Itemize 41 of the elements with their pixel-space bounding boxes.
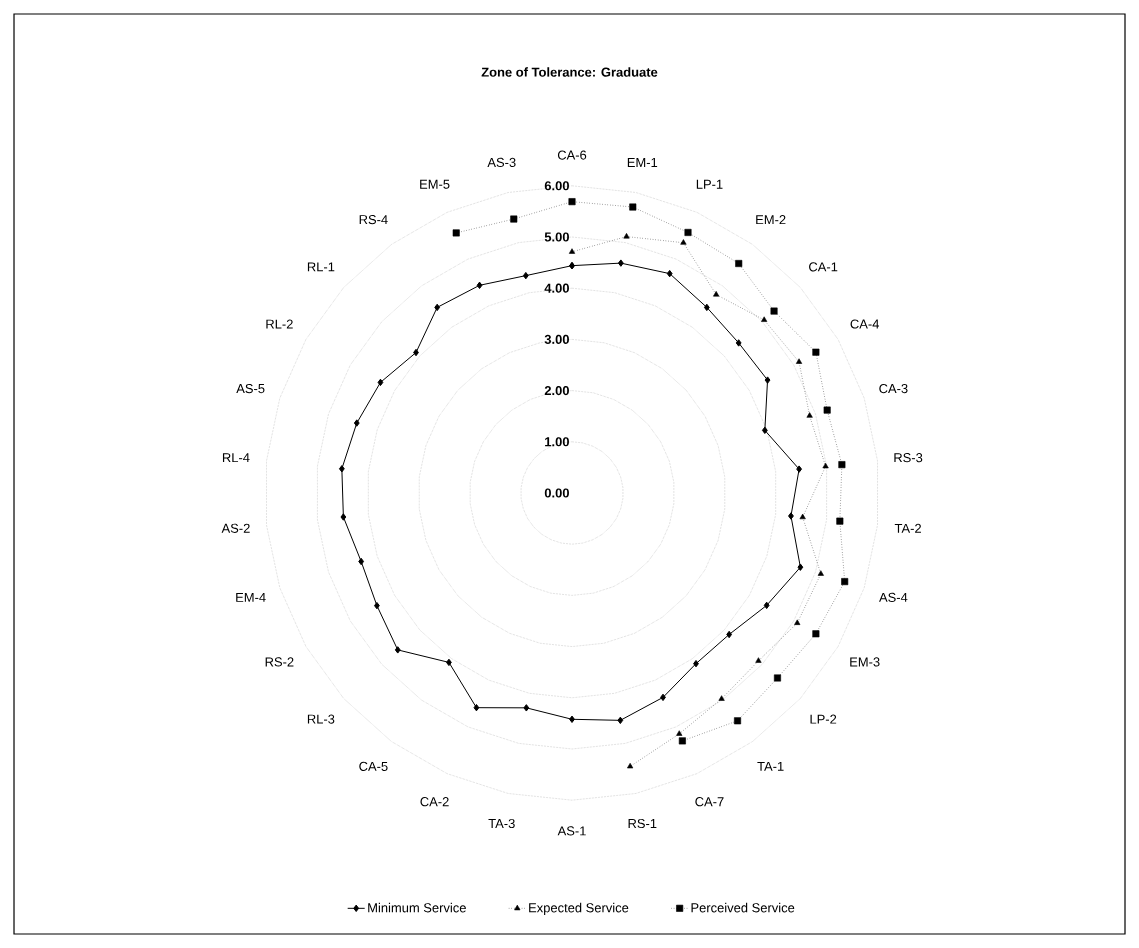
spoke-label: RS-1 (628, 818, 657, 829)
spoke-label: LP-1 (696, 179, 723, 189)
spoke-label: EM-5 (420, 179, 450, 189)
spoke-label: CA-4 (850, 319, 880, 329)
spoke-label: RL-1 (307, 262, 335, 272)
y-tick-label: 6.00 (544, 181, 569, 191)
spoke-label: TA-2 (894, 523, 921, 533)
legend-label: Minimum Service (368, 902, 466, 913)
spoke-label: CA-2 (420, 797, 449, 807)
spoke-label: RL-2 (266, 319, 293, 329)
spoke-label: CA-7 (695, 797, 724, 807)
spoke-label: CA-1 (809, 262, 838, 272)
chart-title: Zone of Tolerance: Graduate (481, 67, 658, 77)
spoke-label: EM-3 (850, 657, 880, 667)
spoke-label: AS-1 (557, 826, 586, 836)
spoke-label: AS-3 (487, 157, 516, 168)
spoke-label: AS-2 (221, 523, 250, 533)
spoke-label: EM-1 (627, 158, 658, 167)
spoke-label: TA-1 (757, 761, 784, 771)
spoke-label: CA-6 (557, 150, 587, 160)
spoke-label: LP-2 (810, 714, 837, 724)
y-tick-label: 0.00 (544, 488, 569, 498)
legend-label: Perceived Service (691, 902, 795, 913)
legend-label: Expected Service (529, 902, 629, 915)
spoke-label: TA-3 (488, 818, 515, 829)
spoke-label: CA-5 (359, 761, 388, 771)
y-tick-label: 3.00 (544, 334, 569, 344)
y-tick-label: 5.00 (544, 232, 569, 242)
spoke-label: RS-3 (894, 453, 923, 463)
y-tick-label: 2.00 (544, 386, 569, 396)
spoke-label: CA-3 (879, 383, 908, 394)
spoke-label: RL-3 (307, 714, 335, 724)
spoke-label: EM-2 (756, 215, 786, 225)
spoke-label: RL-4 (222, 453, 250, 463)
spoke-label: RS-4 (359, 215, 388, 225)
y-tick-label: 4.00 (544, 283, 569, 293)
spoke-label: AS-4 (879, 592, 908, 602)
spoke-label: EM-4 (236, 592, 266, 602)
spoke-label: AS-5 (236, 383, 265, 394)
y-tick-label: 1.00 (545, 437, 569, 447)
spoke-label: RS-2 (265, 657, 294, 667)
